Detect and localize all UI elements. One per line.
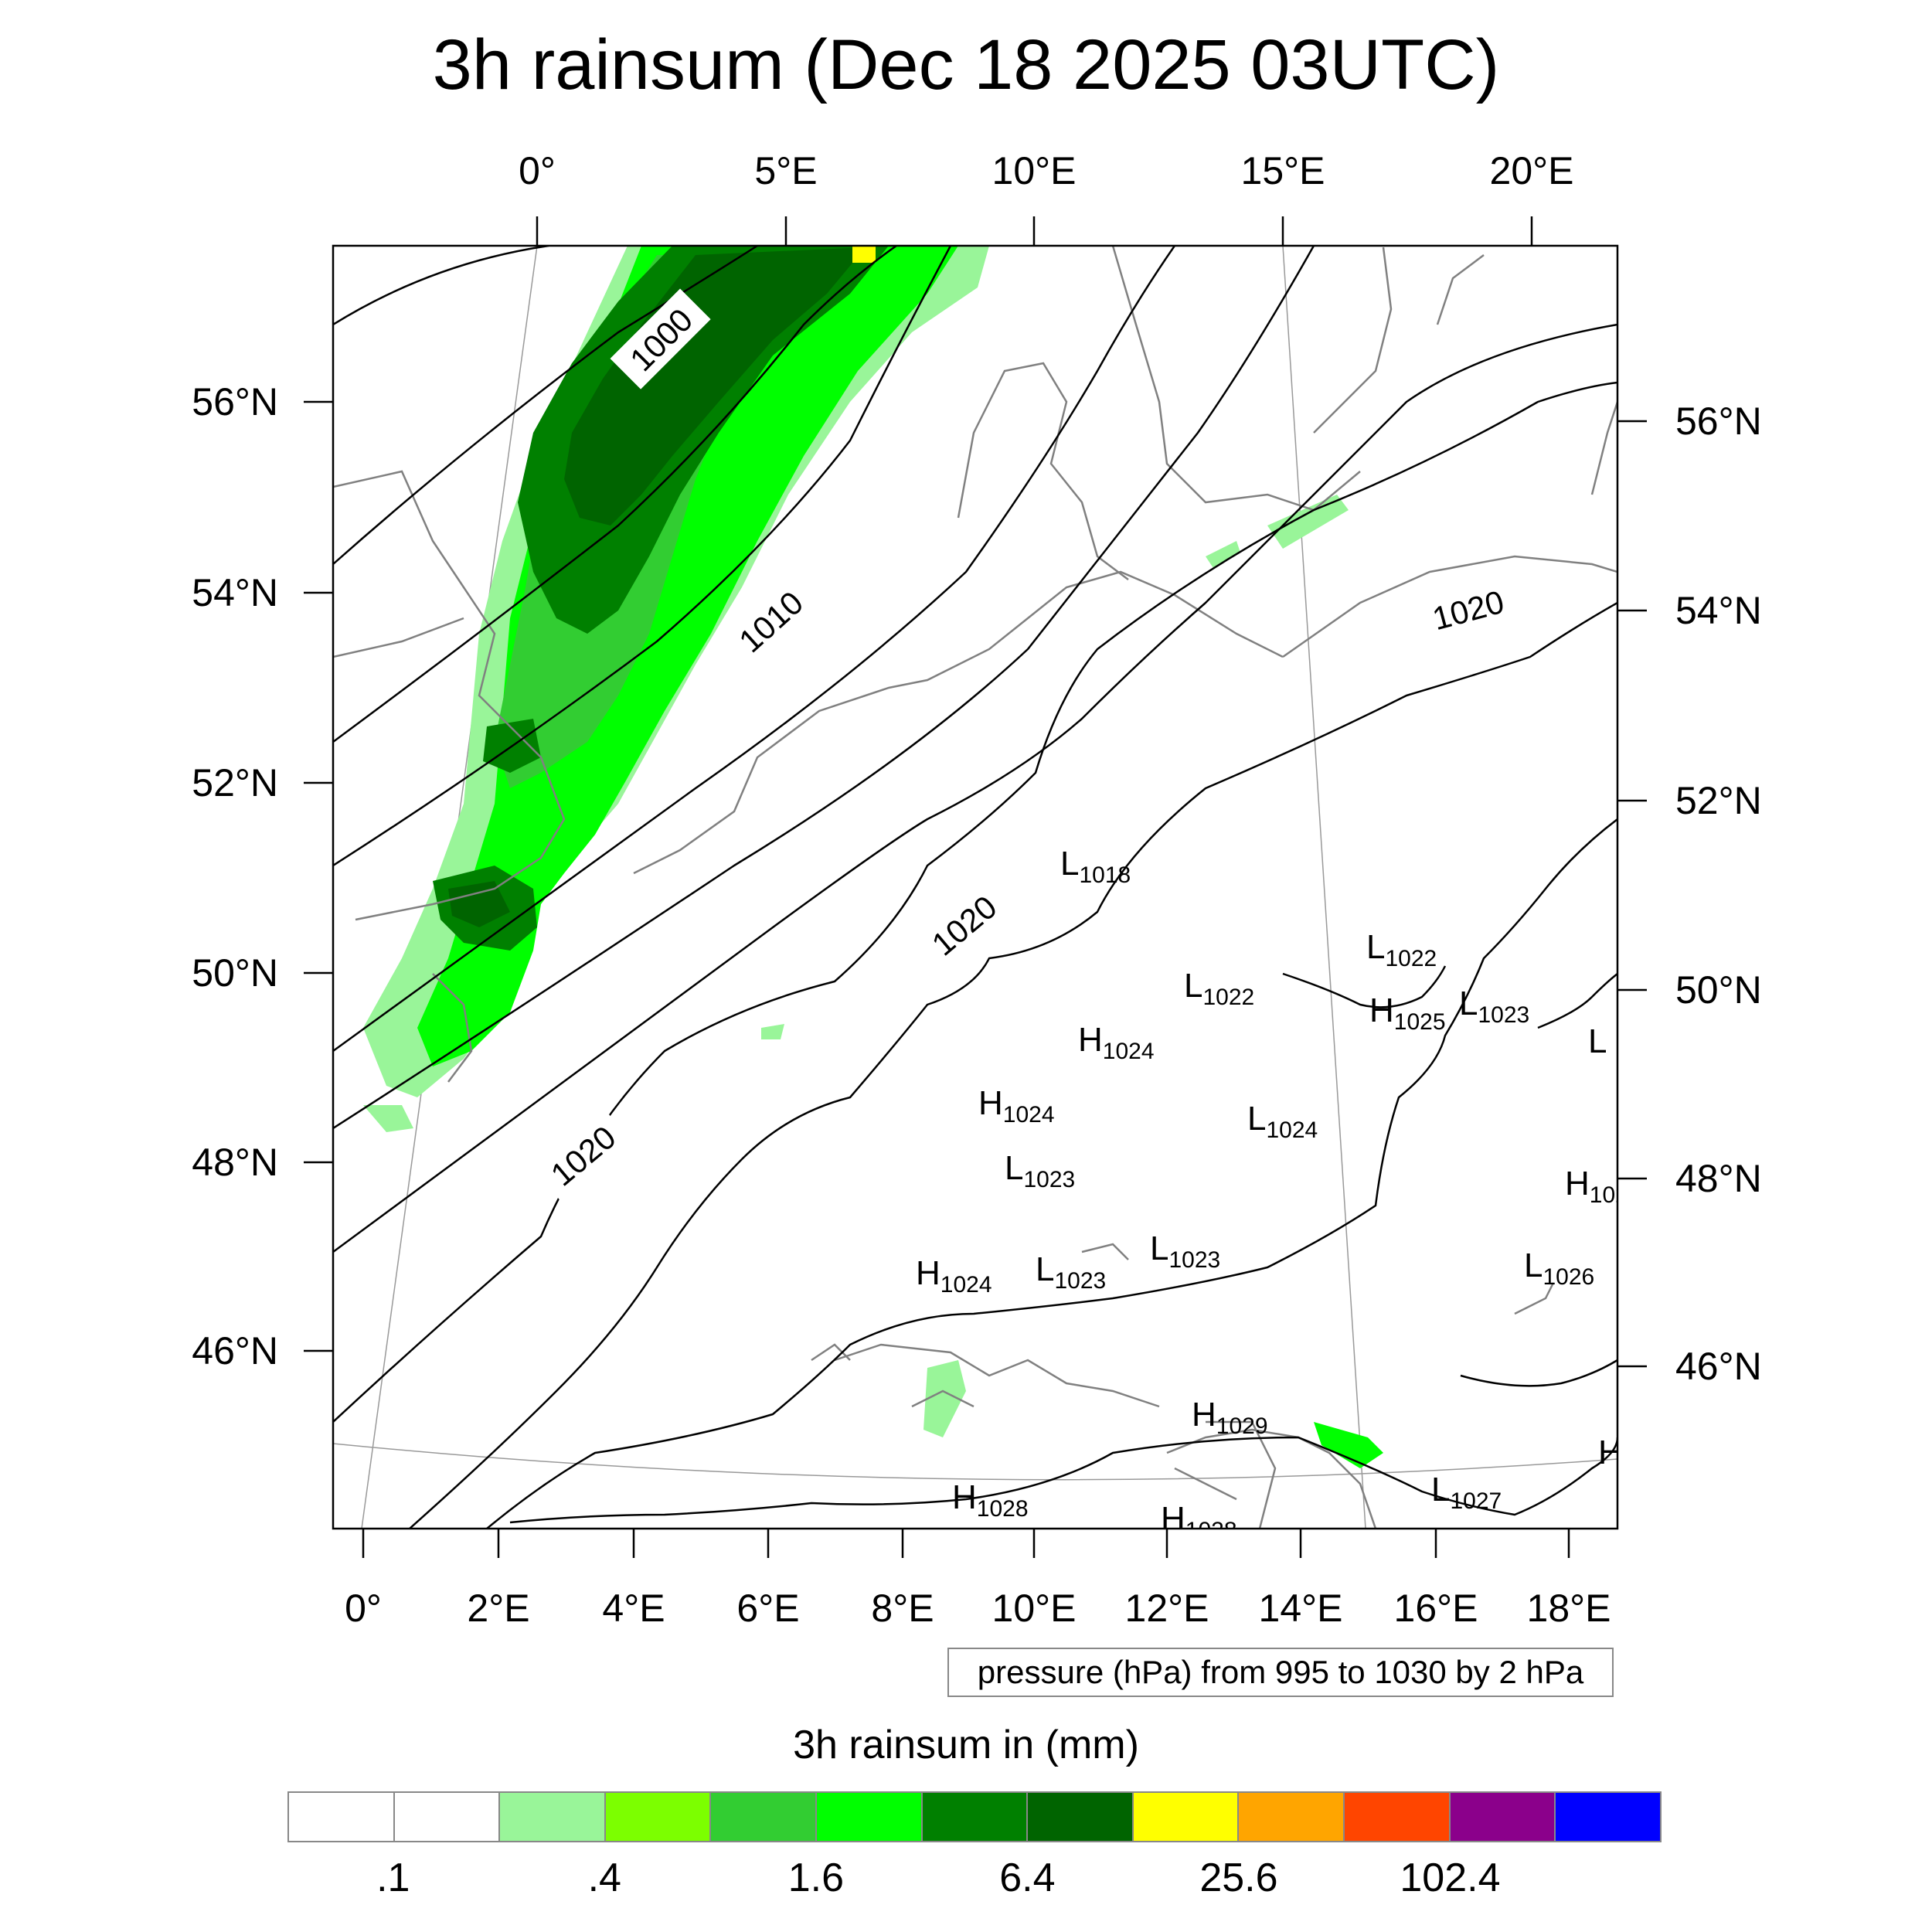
left-lat-label: 50°N (192, 951, 278, 995)
bottom-lon-labels: 0° 2°E 4°E 6°E 8°E 10°E 12°E 14°E 16°E 1… (345, 1587, 1611, 1630)
pressure-center: L1023 (1005, 1149, 1075, 1192)
bottom-lon-label: 2°E (467, 1587, 529, 1630)
pressure-centers: L1018 L1022 L1022 H1025 L1023 H1024 H102… (916, 845, 1628, 1543)
right-lat-labels: 56°N 54°N 52°N 50°N 48°N 46°N (1675, 400, 1762, 1388)
rain-central-patch (761, 1024, 784, 1039)
rain-dark-core (518, 246, 889, 634)
bottom-lon-label: 12°E (1125, 1587, 1209, 1630)
left-lat-labels: 56°N 54°N 52°N 50°N 48°N 46°N (192, 380, 278, 1372)
pressure-center: L1023 (1459, 985, 1529, 1028)
colorbar-tick-label: 6.4 (999, 1855, 1056, 1900)
pressure-center: H1029 (1192, 1396, 1268, 1439)
rain-baltic-patch (1267, 495, 1349, 549)
pressure-center: L1023 (1036, 1250, 1106, 1294)
right-lat-label: 50°N (1675, 968, 1762, 1012)
rain-bright-band (417, 246, 958, 1066)
right-lat-label: 54°N (1675, 589, 1762, 632)
pressure-center: H1024 (978, 1084, 1055, 1128)
rain-belgium-core (448, 881, 510, 927)
pressure-center: H1024 (1078, 1021, 1155, 1064)
top-lon-labels: 0° 5°E 10°E 15°E 20°E (519, 149, 1573, 192)
colorbar-title: 3h rainsum in (mm) (793, 1723, 1139, 1767)
colorbar-box (1554, 1791, 1662, 1842)
colorbar (287, 1791, 1662, 1842)
colorbar-box (287, 1791, 395, 1842)
pressure-center: L1022 (1366, 928, 1437, 971)
bottom-lon-label: 16°E (1394, 1587, 1478, 1630)
bottom-lon-label: 6°E (736, 1587, 799, 1630)
pressure-center: H1028 (1161, 1500, 1237, 1543)
top-lon-label: 20°E (1490, 149, 1574, 192)
colorbar-box (1448, 1791, 1556, 1842)
top-lon-label: 0° (519, 149, 556, 192)
left-lat-label: 46°N (192, 1329, 278, 1372)
colorbar-box (393, 1791, 501, 1842)
right-lat-label: 46°N (1675, 1345, 1762, 1388)
pressure-center: L (1588, 1022, 1607, 1060)
top-lon-label: 15°E (1241, 149, 1325, 192)
top-lon-label: 5°E (754, 149, 817, 192)
pressure-center: L1023 (1150, 1230, 1220, 1273)
rain-adriatic-patch (1314, 1422, 1383, 1468)
rain-darkest-core (564, 247, 866, 526)
top-lon-label: 10°E (992, 149, 1077, 192)
colorbar-ticks: .1 .4 1.6 6.4 25.6 102.4 (287, 1858, 1662, 1904)
pressure-center: H (1598, 1434, 1623, 1471)
colorbar-tick-label: 1.6 (787, 1855, 844, 1900)
bottom-lon-label: 8°E (871, 1587, 934, 1630)
left-lat-label: 54°N (192, 571, 278, 614)
colorbar-box (709, 1791, 818, 1842)
left-lat-label: 52°N (192, 761, 278, 804)
isobar-labels: 1000 1010 1020 1020 1020 (532, 288, 1519, 1202)
bottom-lon-label: 4°E (602, 1587, 665, 1630)
map-frame (304, 216, 1647, 1558)
colorbar-tick-label: .1 (376, 1855, 410, 1900)
pressure-center: L1027 (1431, 1471, 1502, 1514)
colorbar-box (1131, 1791, 1240, 1842)
bottom-lon-label: 14°E (1259, 1587, 1343, 1630)
pressure-center: L1022 (1184, 967, 1254, 1010)
rain-france-patch (363, 1105, 413, 1132)
pressure-center: H1024 (916, 1254, 992, 1298)
left-lat-label: 48°N (192, 1141, 278, 1184)
pressure-center: H1028 (952, 1478, 1029, 1522)
colorbar-box (604, 1791, 712, 1842)
colorbar-box (1343, 1791, 1451, 1842)
bottom-lon-label: 18°E (1527, 1587, 1611, 1630)
colorbar-box (920, 1791, 1029, 1842)
colorbar-box (815, 1791, 923, 1842)
bottom-lon-label: 10°E (992, 1587, 1077, 1630)
colorbar-box (1237, 1791, 1345, 1842)
pressure-center: H102 (1565, 1165, 1628, 1208)
right-lat-label: 56°N (1675, 400, 1762, 443)
right-lat-label: 52°N (1675, 779, 1762, 822)
pressure-note: pressure (hPa) from 995 to 1030 by 2 hPa (947, 1648, 1614, 1697)
isobars (333, 246, 1617, 1529)
colorbar-tick-label: 102.4 (1400, 1855, 1501, 1900)
pressure-center: L1026 (1524, 1247, 1594, 1290)
colorbar-tick-label: .4 (587, 1855, 621, 1900)
pressure-center: H1025 (1369, 992, 1446, 1035)
bottom-lon-label: 0° (345, 1587, 382, 1630)
rain-yellow-spot (852, 246, 876, 263)
rain-baltic-patch-2 (1206, 541, 1240, 568)
colorbar-tick-label: 25.6 (1199, 1855, 1278, 1900)
right-lat-label: 48°N (1675, 1157, 1762, 1200)
map-title: 3h rainsum (Dec 18 2025 03UTC) (432, 26, 1500, 104)
colorbar-box (498, 1791, 606, 1842)
pressure-center: L1024 (1247, 1100, 1318, 1143)
rain-area (363, 246, 1383, 1468)
colorbar-box (1026, 1791, 1134, 1842)
left-lat-label: 56°N (192, 380, 278, 423)
pressure-center: L1018 (1060, 845, 1131, 888)
coastlines (333, 246, 1617, 1529)
rain-alps-patch (923, 1360, 966, 1437)
